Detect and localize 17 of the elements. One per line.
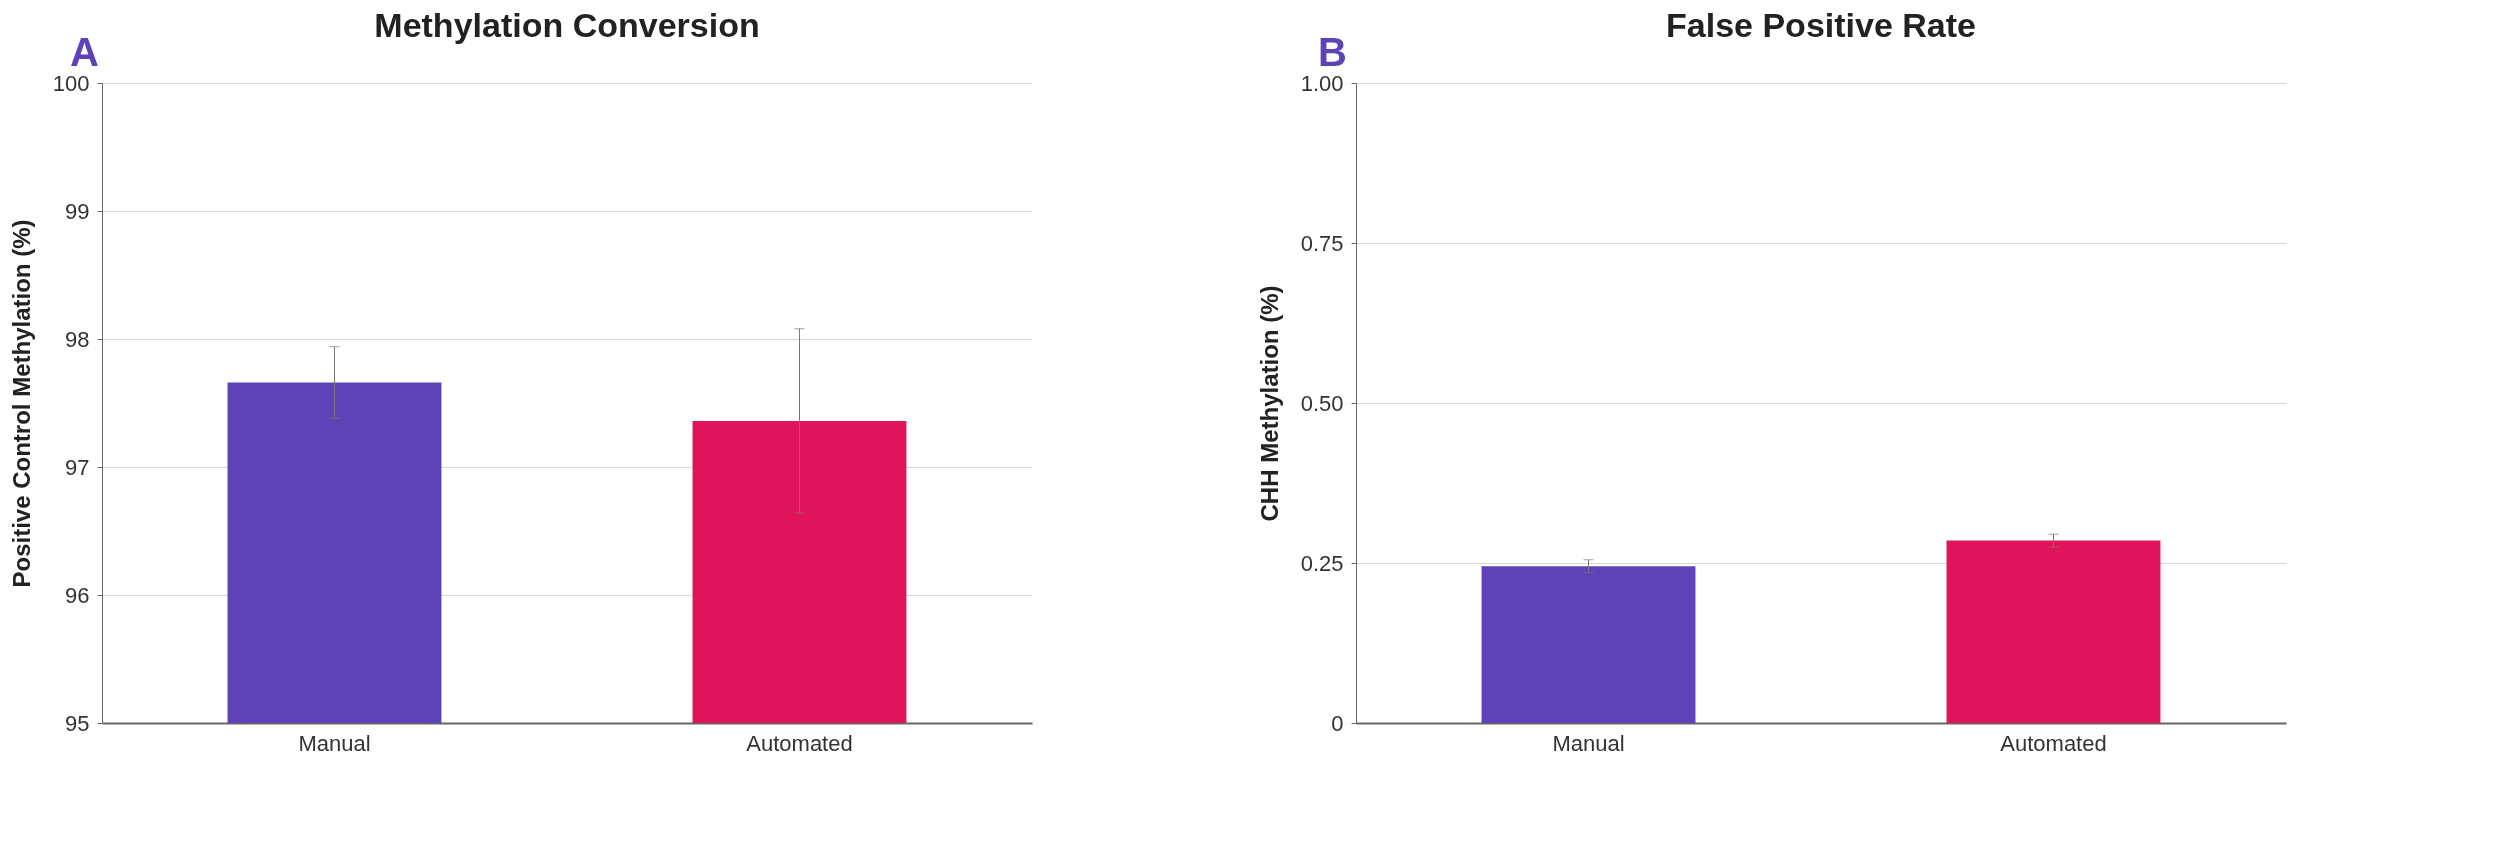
chart-title: False Positive Rate (1666, 6, 1976, 44)
y-tick-label: 95 (65, 710, 90, 736)
y-tick-label: 96 (65, 582, 90, 608)
x-tick-label: Manual (298, 730, 371, 756)
x-tick-label: Manual (1552, 730, 1625, 756)
y-axis-title: Positive Control Methylation (%) (7, 219, 35, 588)
y-tick-label: 0.50 (1300, 390, 1344, 416)
y-tick-label: 97 (65, 454, 90, 480)
y-tick-label: 98 (65, 326, 90, 352)
x-tick-label: Automated (746, 730, 853, 756)
y-tick-label: 0 (1331, 710, 1344, 736)
y-tick-label: 0.25 (1300, 550, 1344, 576)
y-axis-title: CHH Methylation (%) (1255, 285, 1283, 522)
y-tick-label: 0.75 (1300, 230, 1344, 256)
y-tick-label: 99 (65, 198, 90, 224)
x-tick-label: Automated (2000, 730, 2107, 756)
chart-title: Methylation Conversion (374, 6, 760, 44)
